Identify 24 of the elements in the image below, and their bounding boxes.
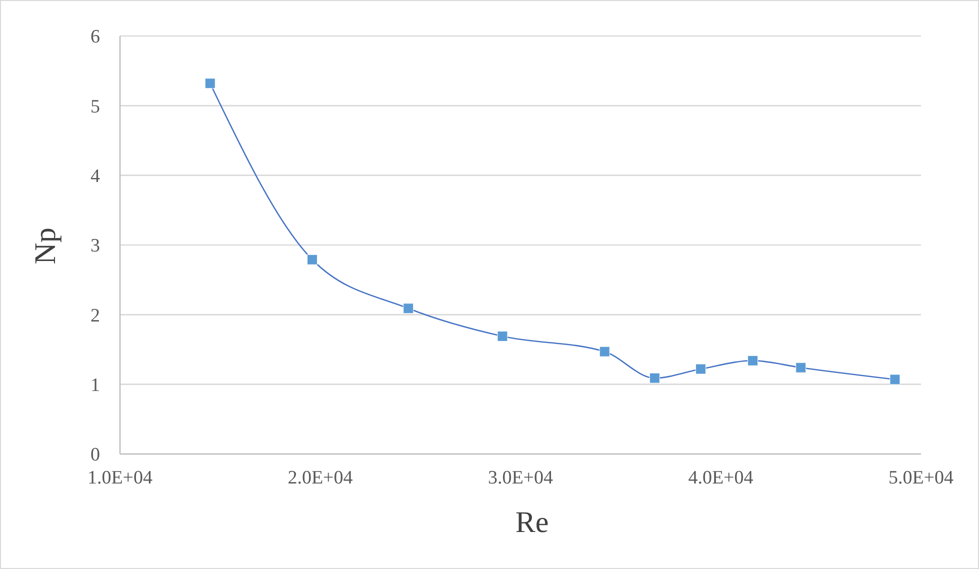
point <box>497 331 508 342</box>
point <box>890 374 900 385</box>
y-tick-label: 5 <box>90 96 100 118</box>
point <box>403 303 414 314</box>
point <box>649 372 660 384</box>
x-tick-label: 4.0E+04 <box>688 467 754 488</box>
y-axis-title: Np <box>29 228 62 264</box>
y-tick-label: 2 <box>90 305 100 326</box>
x-tick-label: 2.0E+04 <box>288 467 354 488</box>
point <box>695 364 706 374</box>
y-tick-label: 6 <box>90 26 100 48</box>
y-tick-label: 1 <box>90 375 100 396</box>
y-tick-label: 4 <box>90 166 100 188</box>
x-tick-label: 1.0E+04 <box>87 467 154 488</box>
y-tick-label: 0 <box>90 444 100 466</box>
point <box>204 78 216 89</box>
x-axis-title: Re <box>515 506 549 540</box>
point <box>599 346 610 357</box>
point <box>748 355 758 366</box>
point <box>306 254 318 265</box>
y-tick-label: 3 <box>90 236 100 257</box>
x-tick-label: 5.0E+04 <box>888 467 954 488</box>
point <box>796 362 806 373</box>
x-tick-label: 3.0E+04 <box>488 467 554 488</box>
